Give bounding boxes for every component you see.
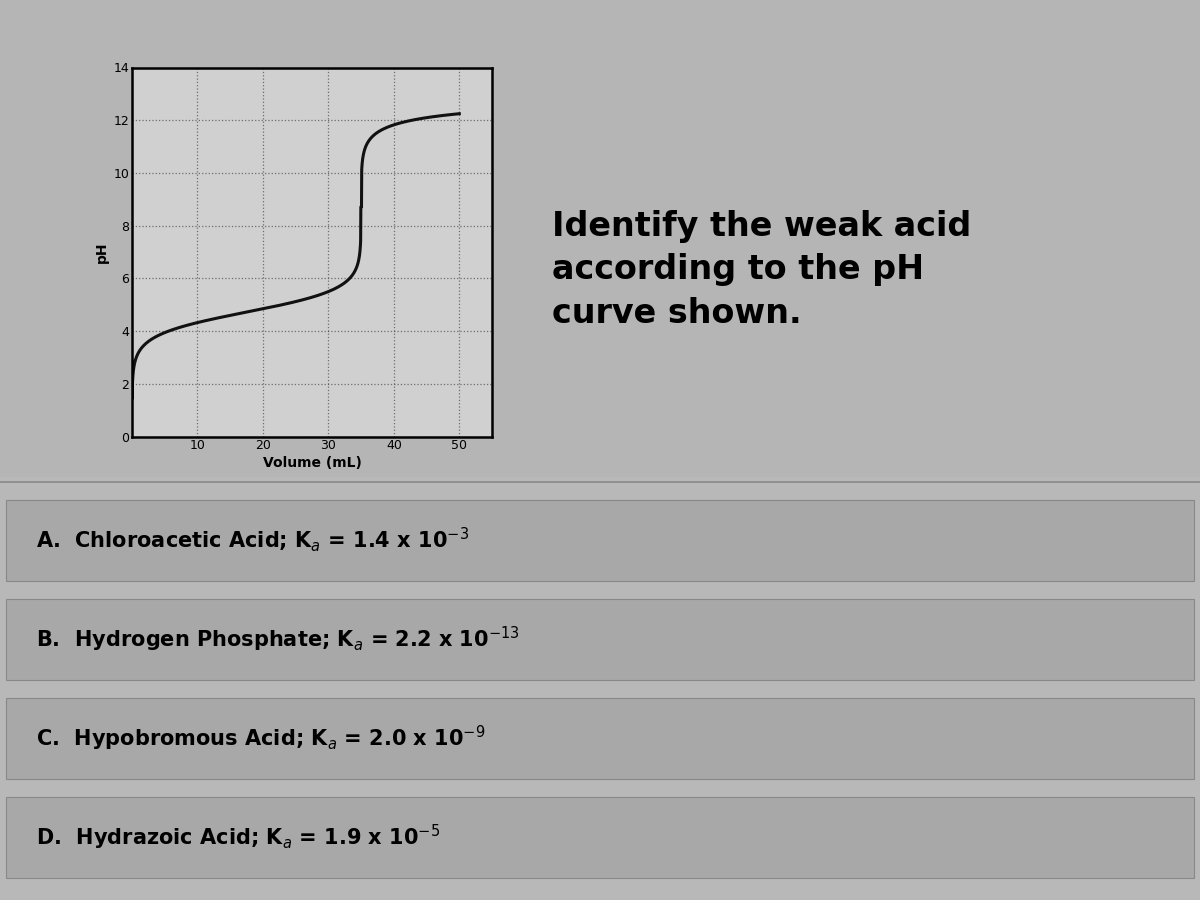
X-axis label: Volume (mL): Volume (mL) <box>263 456 361 471</box>
Text: B.  Hydrogen Phosphate; K$_a$ = 2.2 x 10$^{-13}$: B. Hydrogen Phosphate; K$_a$ = 2.2 x 10$… <box>36 625 520 653</box>
Text: C.  Hypobromous Acid; K$_a$ = 2.0 x 10$^{-9}$: C. Hypobromous Acid; K$_a$ = 2.0 x 10$^{… <box>36 724 485 752</box>
Text: Identify the weak acid
according to the pH
curve shown.: Identify the weak acid according to the … <box>552 210 971 330</box>
Text: A.  Chloroacetic Acid; K$_a$ = 1.4 x 10$^{-3}$: A. Chloroacetic Acid; K$_a$ = 1.4 x 10$^… <box>36 526 469 554</box>
Y-axis label: pH: pH <box>95 241 109 263</box>
Text: D.  Hydrazoic Acid; K$_a$ = 1.9 x 10$^{-5}$: D. Hydrazoic Acid; K$_a$ = 1.9 x 10$^{-5… <box>36 823 440 851</box>
